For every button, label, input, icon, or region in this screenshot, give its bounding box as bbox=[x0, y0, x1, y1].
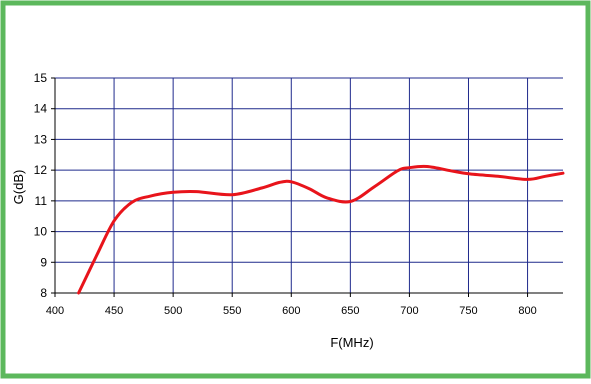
x-tick-label: 650 bbox=[341, 305, 359, 317]
x-tick-label: 450 bbox=[105, 305, 123, 317]
y-tick-label: 14 bbox=[34, 102, 48, 116]
x-tick-label: 400 bbox=[46, 305, 64, 317]
y-tick-label: 10 bbox=[34, 225, 48, 239]
y-tick-label: 12 bbox=[34, 163, 48, 177]
x-tick-label: 550 bbox=[223, 305, 241, 317]
x-tick-label: 600 bbox=[282, 305, 300, 317]
y-tick-label: 9 bbox=[40, 255, 47, 269]
x-tick-label: 700 bbox=[400, 305, 418, 317]
x-tick-label: 500 bbox=[164, 305, 182, 317]
x-tick-label: 800 bbox=[518, 305, 536, 317]
gain-series-line bbox=[77, 164, 565, 295]
y-axis-label: G(dB) bbox=[11, 170, 26, 205]
y-tick-label: 11 bbox=[35, 194, 48, 208]
x-tick-label: 750 bbox=[459, 305, 477, 317]
x-axis-label: F(MHz) bbox=[330, 335, 373, 350]
y-tick-label: 8 bbox=[40, 286, 47, 300]
y-tick-label: 15 bbox=[34, 71, 48, 85]
y-tick-label: 13 bbox=[34, 132, 48, 146]
